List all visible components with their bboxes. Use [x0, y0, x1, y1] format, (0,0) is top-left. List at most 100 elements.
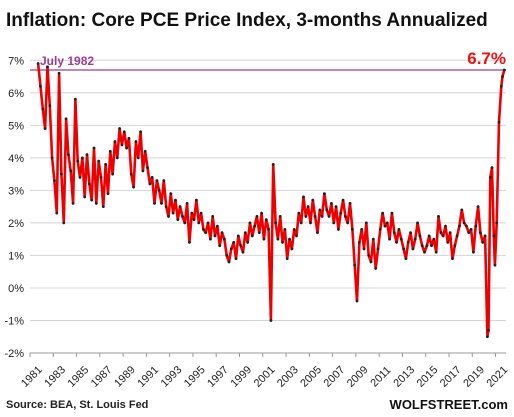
- data-point: [195, 198, 198, 202]
- data-point: [176, 218, 180, 222]
- x-tick-label: 2017: [438, 364, 464, 390]
- data-point: [155, 179, 159, 183]
- data-point: [164, 205, 168, 209]
- data-point: [404, 257, 408, 261]
- data-point: [306, 205, 310, 209]
- data-point: [488, 175, 492, 179]
- data-point: [267, 228, 270, 231]
- data-point: [453, 244, 457, 248]
- x-tick-label: 2009: [345, 364, 371, 390]
- data-point: [269, 319, 273, 322]
- reference-line-label: July 1982: [40, 54, 94, 68]
- data-point: [143, 149, 147, 153]
- data-point: [318, 208, 322, 212]
- data-point: [90, 198, 94, 202]
- data-point: [339, 211, 343, 215]
- data-point: [71, 201, 75, 205]
- x-tick-label: 2013: [391, 364, 417, 390]
- data-point: [73, 97, 77, 101]
- data-point: [39, 84, 42, 88]
- data-point: [227, 260, 231, 264]
- data-point: [397, 228, 401, 231]
- data-point: [220, 231, 224, 235]
- data-point: [364, 221, 368, 225]
- data-point: [487, 328, 490, 332]
- data-point: [330, 201, 333, 205]
- data-point: [297, 211, 301, 215]
- data-point: [215, 224, 219, 228]
- data-point: [208, 237, 212, 241]
- data-point: [337, 228, 340, 231]
- data-point: [125, 146, 128, 150]
- data-point: [243, 231, 247, 235]
- data-point: [153, 201, 156, 205]
- data-point: [129, 172, 133, 176]
- data-point: [157, 188, 161, 192]
- data-point: [183, 221, 187, 225]
- data-point: [139, 130, 142, 134]
- data-point: [320, 214, 324, 218]
- data-point: [60, 172, 63, 176]
- y-tick-label: 2%: [8, 218, 24, 230]
- data-point: [218, 244, 222, 248]
- y-tick-label: 1%: [8, 250, 24, 262]
- data-point: [444, 224, 447, 228]
- data-point: [402, 247, 405, 251]
- data-point: [469, 228, 473, 231]
- data-point: [232, 241, 236, 244]
- data-point: [120, 143, 124, 147]
- data-point: [127, 136, 131, 140]
- y-tick-label: -2%: [4, 348, 24, 360]
- x-tick-label: 2021: [485, 364, 511, 390]
- data-point: [160, 201, 163, 205]
- grid-lines: [29, 59, 506, 357]
- data-point: [55, 211, 59, 215]
- data-point: [250, 234, 254, 238]
- data-point: [323, 192, 326, 196]
- data-point: [299, 221, 303, 225]
- data-point: [106, 192, 110, 196]
- data-point: [483, 234, 487, 238]
- data-point: [355, 299, 359, 303]
- data-point: [204, 231, 208, 235]
- data-point: [441, 234, 445, 238]
- data-point: [481, 241, 485, 244]
- data-point: [474, 224, 478, 228]
- data-point: [448, 231, 452, 235]
- data-point: [43, 127, 47, 130]
- data-point: [406, 241, 410, 244]
- data-point: [241, 250, 245, 254]
- data-point: [353, 263, 357, 267]
- data-point: [169, 192, 173, 196]
- x-tick-label: 1987: [89, 364, 115, 390]
- x-tick-label: 2011: [368, 364, 393, 389]
- data-point: [53, 179, 56, 183]
- data-point: [104, 162, 108, 166]
- data-point: [78, 175, 82, 179]
- y-tick-label: 5%: [8, 120, 24, 132]
- data-point: [295, 234, 298, 238]
- data-point: [92, 146, 96, 150]
- data-point: [490, 166, 494, 170]
- data-point: [385, 221, 389, 225]
- data-point: [97, 159, 101, 163]
- data-point: [122, 130, 126, 134]
- data-point: [460, 208, 464, 212]
- data-point: [399, 237, 403, 241]
- data-point: [271, 162, 275, 166]
- x-tick-label: 2007: [322, 364, 348, 390]
- data-point: [262, 237, 266, 241]
- data-point: [313, 214, 317, 218]
- data-point: [437, 214, 440, 218]
- data-point: [211, 214, 215, 218]
- data-point: [278, 214, 282, 218]
- data-point: [148, 182, 152, 186]
- last-value-label: 6.7%: [467, 49, 506, 68]
- data-point: [146, 166, 149, 170]
- data-point: [292, 228, 296, 231]
- data-point: [343, 214, 347, 218]
- data-point: [327, 214, 331, 218]
- data-point: [430, 244, 433, 248]
- data-point: [427, 234, 431, 238]
- data-point: [206, 221, 210, 225]
